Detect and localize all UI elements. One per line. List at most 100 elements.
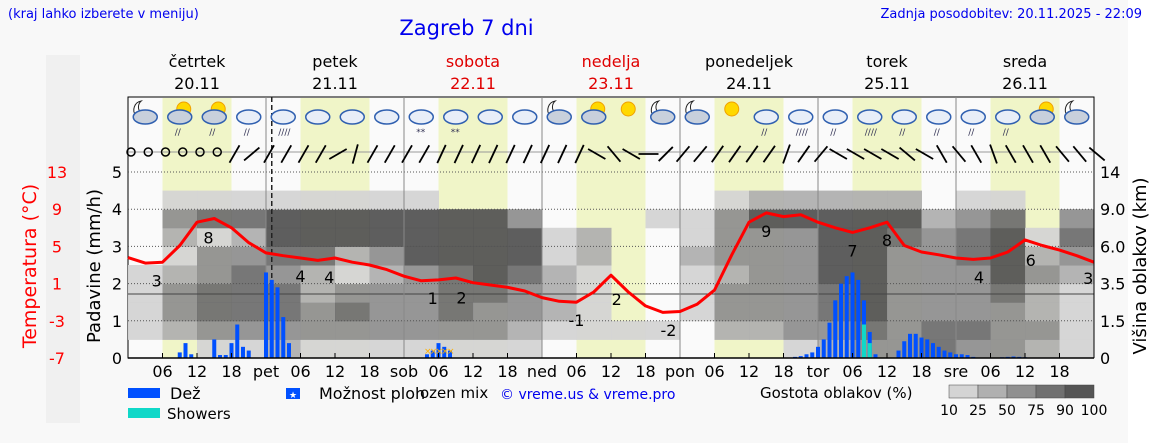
- legend-mix-label: ozen mix: [420, 384, 489, 402]
- cloud-legend-label: Gostota oblakov (%): [760, 384, 913, 402]
- cloud-cell: [404, 209, 439, 229]
- wind-barb-icon: [539, 144, 551, 164]
- cloud-cell: [956, 246, 991, 266]
- cloud-cell: [404, 302, 439, 322]
- hour-tick-label: 12: [877, 362, 897, 381]
- cloud-cell: [990, 265, 1026, 285]
- copyright-link[interactable]: © vreme.us & vreme.pro: [500, 387, 676, 403]
- cloud-cell: [231, 339, 267, 359]
- rain-bar: [850, 272, 855, 358]
- wind-barb-icon: [829, 148, 848, 160]
- hour-tick-label: 12: [325, 362, 345, 381]
- cloud-cell: [749, 320, 784, 340]
- cloud-cell: [438, 283, 474, 303]
- temperature-label: 1: [428, 289, 438, 308]
- cloud-cell: [680, 209, 715, 229]
- rain-drops-icon: ////: [796, 128, 809, 138]
- location-hint-link[interactable]: (kraj lahko izberete v meniju): [8, 7, 199, 22]
- rain-bar: [241, 346, 245, 358]
- cloud-height-tick-label: 0: [1100, 349, 1110, 368]
- hour-tick-label: 18: [1049, 362, 1069, 381]
- cloud-cell: [335, 283, 370, 303]
- precip-tick-label: 0: [112, 349, 122, 368]
- page-title: Zagreb 7 dni: [399, 16, 534, 40]
- cloud-cell: [335, 320, 370, 340]
- rain-bar: [223, 355, 228, 358]
- sun-icon: [724, 101, 740, 117]
- hour-tick-label: 18: [497, 362, 517, 381]
- cloud-cell: [714, 227, 750, 247]
- cloud-icon: [374, 109, 400, 125]
- rain-bar: [902, 341, 907, 358]
- wind-barb-icon: [1039, 144, 1052, 164]
- rain-bar: [821, 339, 826, 358]
- cloud-cell: [473, 209, 508, 229]
- cloud-cell: [300, 209, 336, 229]
- hour-tick-label: 06: [842, 362, 862, 381]
- cloud-cell: [473, 283, 508, 303]
- hour-tick-label: 18: [221, 362, 241, 381]
- cloud-cell: [369, 302, 405, 322]
- cloud-icon: [822, 109, 848, 125]
- cloud-cell: [887, 246, 922, 266]
- day-tick-label: pon: [665, 362, 695, 381]
- hour-tick-label: 12: [1015, 362, 1035, 381]
- cloud-cell: [335, 265, 370, 285]
- wind-barb-icon: [728, 145, 742, 163]
- cloud-cell: [507, 302, 543, 322]
- snowflake-icon: **: [416, 128, 426, 138]
- cloud-icon: [132, 109, 158, 125]
- temperature-axis-strip: [46, 55, 80, 423]
- cloud-cell: [507, 283, 543, 303]
- wind-barb-icon: [453, 144, 464, 164]
- rain-bar: [844, 276, 849, 358]
- hour-tick-label: 18: [359, 362, 379, 381]
- cloud-cell: [1059, 339, 1095, 359]
- cloud-cell: [818, 190, 853, 210]
- cloud-cell: [162, 265, 198, 285]
- wind-barb-icon: [401, 144, 413, 164]
- cloud-cell: [507, 265, 543, 285]
- cloud-cell: [369, 265, 405, 285]
- cloud-cell: [1025, 283, 1060, 303]
- legend-showers-label: Showers: [167, 405, 231, 423]
- cloud-legend-tick: 100: [1081, 403, 1108, 419]
- cloud-cell: [680, 246, 715, 266]
- wind-barb-icon: [470, 144, 482, 164]
- temperature-label: -2: [661, 321, 677, 340]
- cloud-cell: [714, 302, 750, 322]
- rain-bar: [183, 343, 188, 358]
- day-date: 23.11: [588, 74, 634, 93]
- day-date: 21.11: [312, 74, 358, 93]
- cloud-cell: [231, 190, 267, 210]
- rain-bar: [913, 333, 918, 358]
- cloud-icon: [891, 109, 917, 125]
- cloud-cell: [1025, 265, 1060, 285]
- cloud-cell: [473, 246, 508, 266]
- wind-barb-icon: [366, 144, 379, 164]
- wind-barb-icon: [488, 144, 499, 164]
- day-tick-label: sre: [944, 362, 968, 381]
- rain-drops-icon: //: [209, 128, 216, 138]
- cloud-icon: [512, 109, 538, 125]
- cloud-cell: [1059, 265, 1095, 285]
- cloud-cell: [404, 190, 439, 210]
- day-tick-label: ned: [527, 362, 557, 381]
- cloud-cell: [714, 209, 750, 229]
- calm-wind-icon: [143, 147, 153, 157]
- cloud-height-tick-label: 6.0: [1100, 237, 1125, 256]
- cloud-cell: [818, 246, 853, 266]
- cloud-height-tick-label: 9.0: [1100, 200, 1125, 219]
- precip-axis-label: Padavine (mm/h): [84, 189, 105, 343]
- wind-barb-icon: [587, 148, 606, 160]
- cloud-legend-swatch: [948, 384, 979, 399]
- cloud-cell: [783, 227, 819, 247]
- wind-barb-icon: [970, 144, 983, 164]
- cloud-cell: [921, 320, 957, 340]
- day-name: petek: [312, 52, 358, 71]
- cloud-cell: [783, 320, 819, 340]
- rain-bar: [798, 356, 803, 358]
- cloud-icon: [477, 109, 503, 125]
- cloud-cell: [714, 190, 750, 210]
- rain-bar: [430, 350, 435, 358]
